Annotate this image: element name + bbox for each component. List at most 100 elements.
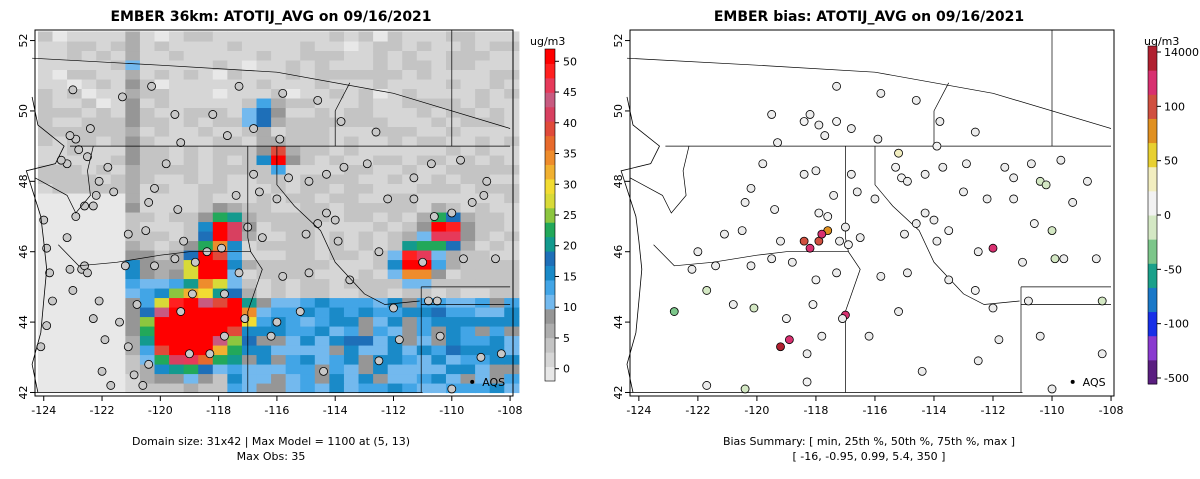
site-marker bbox=[170, 110, 180, 119]
heatmap-cell bbox=[139, 192, 156, 204]
heatmap-cell bbox=[314, 287, 330, 299]
heatmap-cell bbox=[183, 154, 199, 166]
heatmap-cell bbox=[183, 335, 199, 346]
bias-marker bbox=[1097, 296, 1107, 306]
heatmap-cell bbox=[489, 40, 505, 52]
heatmap-cell bbox=[212, 116, 228, 128]
heatmap-cell bbox=[81, 97, 97, 109]
heatmap-cell bbox=[387, 164, 403, 175]
site-marker bbox=[383, 194, 393, 204]
heatmap-cell bbox=[241, 40, 258, 52]
heatmap-cell bbox=[343, 183, 360, 194]
heatmap-cell bbox=[198, 268, 214, 280]
heatmap-cell bbox=[329, 268, 345, 280]
heatmap-cell bbox=[139, 316, 156, 327]
bias-marker bbox=[846, 124, 856, 133]
colorbar-swatch bbox=[545, 323, 555, 339]
heatmap-cell bbox=[460, 211, 476, 223]
heatmap-cell bbox=[285, 164, 301, 175]
heatmap-cell bbox=[285, 382, 301, 394]
heatmap-cell bbox=[227, 97, 243, 109]
heatmap-cell bbox=[154, 164, 170, 175]
heatmap-cell bbox=[37, 202, 54, 213]
heatmap-cell bbox=[431, 97, 447, 109]
heatmap-cell bbox=[212, 202, 228, 213]
y-tick-label: 46 bbox=[17, 245, 30, 259]
heatmap-cell bbox=[125, 145, 141, 156]
heatmap-cell bbox=[37, 259, 54, 270]
heatmap-cell bbox=[358, 31, 374, 42]
heatmap-cell bbox=[241, 192, 258, 204]
heatmap-cell bbox=[489, 344, 505, 356]
heatmap-cell bbox=[402, 278, 418, 289]
heatmap-cell bbox=[460, 230, 476, 242]
heatmap-cell bbox=[431, 268, 447, 280]
heatmap-cell bbox=[343, 240, 360, 251]
heatmap-cell bbox=[81, 287, 97, 299]
heatmap-cell bbox=[81, 69, 97, 80]
heatmap-cell bbox=[314, 278, 330, 289]
heatmap-cell bbox=[445, 183, 462, 194]
heatmap-cell bbox=[358, 354, 374, 365]
heatmap-cell bbox=[169, 50, 185, 61]
heatmap-cell bbox=[212, 344, 228, 356]
heatmap-cell bbox=[67, 344, 83, 356]
heatmap-cell bbox=[402, 116, 418, 128]
x-tick-label: -116 bbox=[862, 404, 887, 417]
heatmap-cell bbox=[227, 40, 243, 52]
site-marker bbox=[456, 155, 465, 165]
heatmap-cell bbox=[329, 145, 345, 156]
bias-marker bbox=[973, 356, 983, 366]
heatmap-cell bbox=[402, 316, 418, 327]
heatmap-cell bbox=[154, 69, 170, 80]
site-marker bbox=[103, 162, 113, 172]
concentration-x-axis: -124 -122 -120 -118 -116 -114 -112 -110 -108 bbox=[31, 396, 523, 417]
heatmap-cell bbox=[154, 192, 170, 204]
heatmap-cell bbox=[212, 192, 228, 204]
heatmap-cell bbox=[241, 354, 258, 365]
heatmap-cell bbox=[373, 69, 389, 80]
heatmap-cell bbox=[154, 297, 170, 308]
aqs-legend-marker bbox=[470, 379, 475, 384]
heatmap-cell bbox=[241, 306, 258, 318]
heatmap-cell bbox=[256, 373, 272, 384]
heatmap-cell bbox=[387, 259, 403, 270]
heatmap-cell bbox=[139, 259, 156, 270]
bias-marker bbox=[817, 331, 827, 341]
site-marker bbox=[231, 191, 241, 200]
heatmap-cell bbox=[431, 192, 447, 204]
heatmap-cell bbox=[343, 107, 360, 118]
heatmap-cell bbox=[96, 373, 112, 384]
heatmap-cell bbox=[256, 154, 272, 166]
heatmap-cell bbox=[96, 354, 112, 365]
heatmap-cell bbox=[81, 173, 97, 185]
heatmap-cell bbox=[154, 230, 170, 242]
heatmap-cell bbox=[314, 173, 330, 185]
heatmap-cell bbox=[67, 164, 83, 175]
heatmap-cell bbox=[373, 268, 389, 280]
heatmap-cell bbox=[300, 259, 316, 270]
heatmap-cell bbox=[285, 297, 301, 308]
heatmap-cell bbox=[139, 278, 156, 289]
site-marker bbox=[120, 261, 130, 271]
heatmap-cell bbox=[300, 69, 316, 80]
heatmap-cell bbox=[154, 50, 170, 61]
site-marker bbox=[71, 212, 81, 221]
heatmap-cell bbox=[402, 31, 418, 42]
heatmap-cell bbox=[67, 50, 83, 61]
heatmap-cell bbox=[343, 373, 360, 384]
heatmap-cell bbox=[387, 240, 403, 251]
bias-marker bbox=[932, 141, 942, 151]
colorbar-swatch bbox=[545, 265, 555, 281]
heatmap-cell bbox=[475, 31, 491, 42]
heatmap-cell bbox=[271, 202, 287, 213]
heatmap-cell bbox=[154, 116, 170, 128]
colorbar-swatch bbox=[545, 77, 555, 93]
heatmap-cell bbox=[329, 382, 345, 394]
heatmap-cell bbox=[241, 363, 258, 375]
heatmap-cell bbox=[416, 211, 432, 223]
bias-marker bbox=[784, 335, 794, 345]
heatmap-cell bbox=[67, 31, 83, 42]
heatmap-cell bbox=[198, 40, 214, 52]
heatmap-cell bbox=[256, 240, 272, 251]
